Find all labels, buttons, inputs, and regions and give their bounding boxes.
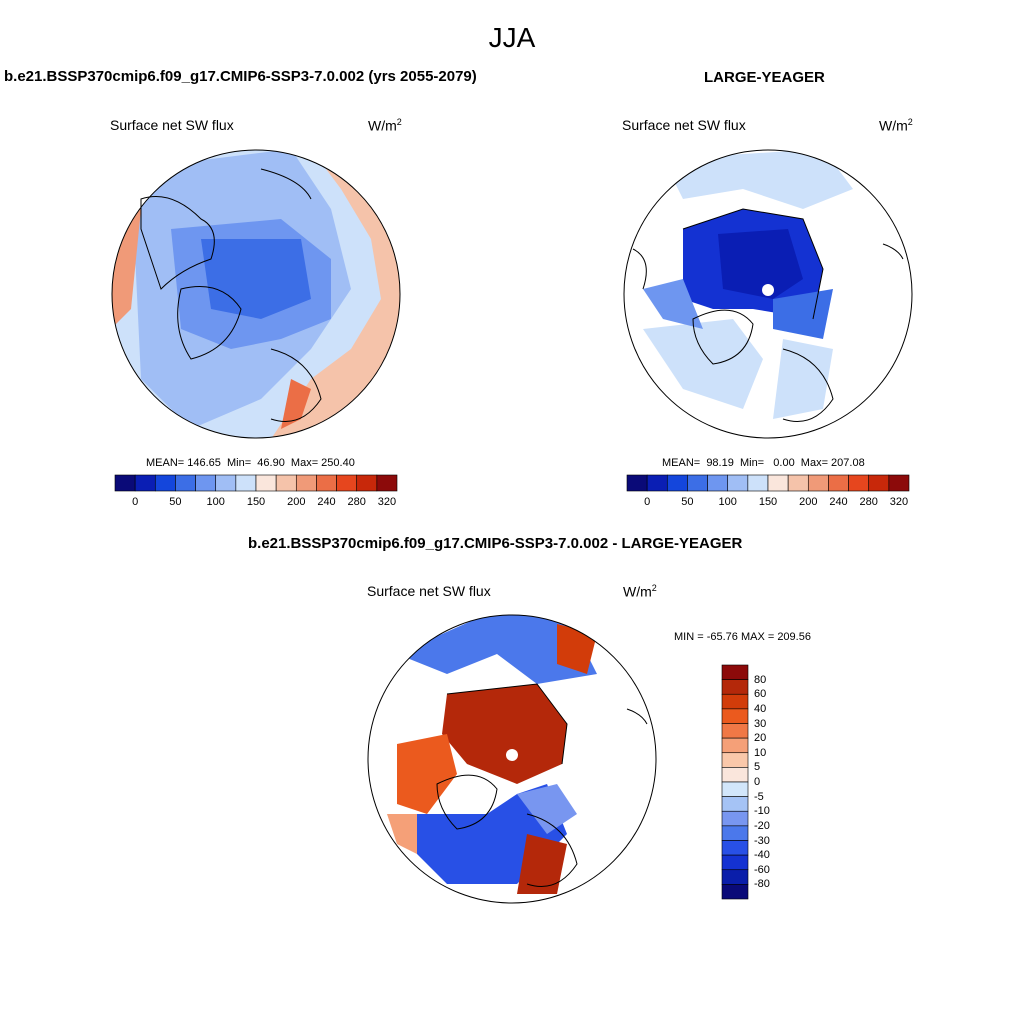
colorbar-tick-label: 200 bbox=[287, 496, 306, 508]
colorbar-swatch bbox=[721, 781, 749, 797]
colorbar-swatch bbox=[848, 474, 870, 492]
colorbar-tick-label: 150 bbox=[246, 496, 266, 508]
right-polar-map bbox=[623, 149, 913, 439]
colorbar-swatch bbox=[727, 474, 749, 492]
colorbar-swatch bbox=[721, 884, 749, 900]
right-stats: MEAN= 98.19 Min= 0.00 Max= 207.08 bbox=[662, 457, 865, 469]
colorbar-tick-label: 40 bbox=[754, 702, 767, 715]
colorbar-tick-label: 80 bbox=[754, 673, 767, 686]
left-variable-label: Surface net SW flux bbox=[110, 117, 234, 133]
colorbar-tick-label: 0 bbox=[754, 776, 761, 788]
colorbar-swatch bbox=[828, 474, 849, 492]
colorbar-tick-label: 30 bbox=[754, 717, 767, 730]
diff-panel-header: b.e21.BSSP370cmip6.f09_g17.CMIP6-SSP3-7.… bbox=[248, 535, 743, 552]
colorbar-tick-label: 320 bbox=[889, 496, 909, 508]
colorbar-tick-label: 100 bbox=[206, 496, 225, 508]
colorbar-swatch bbox=[721, 752, 749, 768]
colorbar-swatch bbox=[721, 723, 749, 739]
colorbar-tick-label: 280 bbox=[859, 496, 878, 508]
colorbar-tick-label: -60 bbox=[754, 863, 770, 876]
colorbar-swatch bbox=[215, 474, 237, 492]
colorbar-swatch bbox=[316, 474, 337, 492]
diff-polar-map bbox=[367, 614, 657, 904]
colorbar-tick-label: -20 bbox=[754, 819, 770, 832]
colorbar-swatch bbox=[336, 474, 358, 492]
colorbar-tick-label: -30 bbox=[754, 834, 770, 847]
colorbar-tick-label: -5 bbox=[754, 790, 764, 803]
colorbar-swatch bbox=[721, 708, 749, 724]
diff-colorbar bbox=[721, 664, 749, 900]
colorbar-swatch bbox=[721, 664, 749, 680]
colorbar-swatch bbox=[687, 474, 708, 492]
colorbar-swatch bbox=[721, 825, 749, 841]
colorbar-swatch bbox=[721, 840, 749, 856]
colorbar-tick-label: 240 bbox=[829, 496, 848, 508]
right-unit-label: W/m2 bbox=[879, 117, 913, 134]
colorbar-tick-label: -80 bbox=[754, 878, 770, 891]
colorbar-swatch bbox=[721, 869, 749, 885]
colorbar-swatch bbox=[787, 474, 809, 492]
colorbar-swatch bbox=[721, 693, 749, 710]
colorbar-tick-label: 60 bbox=[754, 688, 767, 701]
colorbar-swatch bbox=[721, 679, 749, 695]
colorbar-tick-label: 20 bbox=[754, 732, 767, 745]
left-polar-map bbox=[111, 149, 401, 439]
right-colorbar bbox=[626, 474, 910, 492]
colorbar-swatch bbox=[721, 767, 749, 783]
diff-minmax: MIN = -65.76 MAX = 209.56 bbox=[674, 631, 811, 643]
colorbar-swatch bbox=[767, 474, 789, 492]
diff-colorbar-ticks: 80 60 40 30 20 10 5 0 -5 -10 -20 -30 -40 -60 -80 bbox=[754, 665, 794, 899]
left-unit-label: W/m2 bbox=[368, 117, 402, 134]
figure-title: JJA bbox=[488, 22, 536, 53]
colorbar-swatch bbox=[114, 474, 136, 492]
colorbar-swatch bbox=[807, 474, 829, 492]
colorbar-swatch bbox=[721, 854, 749, 871]
colorbar-tick-label: 280 bbox=[347, 496, 366, 508]
colorbar-swatch bbox=[721, 810, 749, 827]
colorbar-swatch bbox=[666, 474, 688, 492]
colorbar-swatch bbox=[175, 474, 196, 492]
colorbar-tick-label: -10 bbox=[754, 805, 770, 818]
colorbar-tick-label: 0 bbox=[132, 496, 139, 508]
colorbar-swatch bbox=[626, 474, 648, 492]
colorbar-tick-label: 10 bbox=[754, 746, 767, 759]
left-stats: MEAN= 146.65 Min= 46.90 Max= 250.40 bbox=[146, 457, 355, 469]
colorbar-tick-label: 5 bbox=[754, 761, 761, 774]
colorbar-swatch bbox=[356, 474, 378, 492]
right-colorbar-ticks: 0 50 100 150 200 240 280 320 bbox=[627, 496, 909, 510]
colorbar-tick-label: 200 bbox=[799, 496, 818, 508]
colorbar-tick-label: 100 bbox=[718, 496, 737, 508]
colorbar-tick-label: 50 bbox=[681, 496, 694, 508]
colorbar-swatch bbox=[255, 474, 277, 492]
colorbar-tick-label: 150 bbox=[758, 496, 778, 508]
colorbar-swatch bbox=[235, 474, 257, 492]
colorbar-tick-label: 0 bbox=[644, 496, 651, 508]
right-variable-label: Surface net SW flux bbox=[622, 117, 746, 133]
colorbar-tick-label: 320 bbox=[377, 496, 397, 508]
colorbar-swatch bbox=[195, 474, 217, 492]
colorbar-swatch bbox=[721, 796, 749, 812]
diff-variable-label: Surface net SW flux bbox=[367, 583, 491, 599]
colorbar-tick-label: -40 bbox=[754, 849, 770, 862]
colorbar-swatch bbox=[707, 474, 729, 492]
colorbar-swatch bbox=[646, 474, 668, 492]
colorbar-swatch bbox=[134, 474, 156, 492]
left-colorbar-ticks: 0 50 100 150 200 240 280 320 bbox=[115, 496, 397, 510]
colorbar-tick-label: 50 bbox=[169, 496, 182, 508]
left-colorbar bbox=[114, 474, 398, 492]
diff-unit-label: W/m2 bbox=[623, 583, 657, 600]
colorbar-swatch bbox=[376, 474, 398, 492]
colorbar-swatch bbox=[868, 474, 890, 492]
colorbar-swatch bbox=[275, 474, 297, 492]
colorbar-swatch bbox=[295, 474, 317, 492]
colorbar-swatch bbox=[154, 474, 176, 492]
colorbar-swatch bbox=[747, 474, 769, 492]
right-panel-header: LARGE-YEAGER bbox=[704, 69, 825, 86]
colorbar-swatch bbox=[721, 737, 749, 754]
colorbar-tick-label: 240 bbox=[317, 496, 336, 508]
left-panel-header: b.e21.BSSP370cmip6.f09_g17.CMIP6-SSP3-7.… bbox=[4, 68, 477, 85]
colorbar-swatch bbox=[888, 474, 910, 492]
